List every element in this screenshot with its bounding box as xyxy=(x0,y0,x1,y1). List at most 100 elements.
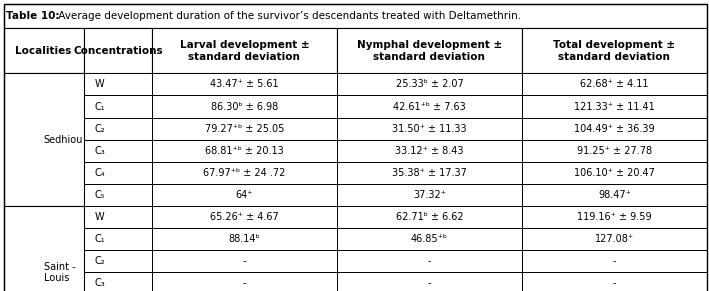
Text: 62.68⁺ ± 4.11: 62.68⁺ ± 4.11 xyxy=(580,79,649,89)
Text: 68.81⁺ᵇ ± 20.13: 68.81⁺ᵇ ± 20.13 xyxy=(205,146,284,156)
Text: C₃: C₃ xyxy=(94,146,105,156)
Bar xyxy=(84,118,152,140)
Bar xyxy=(522,140,707,162)
Text: C₁: C₁ xyxy=(94,234,105,244)
Text: C₃: C₃ xyxy=(94,278,105,288)
Text: 86.30ᵇ ± 6.98: 86.30ᵇ ± 6.98 xyxy=(211,102,278,111)
Text: -: - xyxy=(613,278,616,288)
Text: 88.14ᵇ: 88.14ᵇ xyxy=(228,234,260,244)
Bar xyxy=(522,95,707,118)
Bar xyxy=(522,206,707,228)
Bar xyxy=(152,250,337,272)
Bar xyxy=(337,272,522,291)
Text: Average development duration of the survivor’s descendants treated with Deltamet: Average development duration of the surv… xyxy=(55,11,520,21)
Text: 31.50⁺ ± 11.33: 31.50⁺ ± 11.33 xyxy=(392,124,467,134)
Text: W: W xyxy=(94,212,104,222)
Text: 46.85⁺ᵇ: 46.85⁺ᵇ xyxy=(411,234,448,244)
Bar xyxy=(152,228,337,250)
Bar xyxy=(4,95,84,118)
Bar xyxy=(522,228,707,250)
Bar xyxy=(4,206,84,291)
Bar xyxy=(4,272,84,291)
Bar xyxy=(522,118,707,140)
Text: Concentrations: Concentrations xyxy=(73,46,162,56)
Text: Sedhiou: Sedhiou xyxy=(44,135,83,145)
Text: -: - xyxy=(242,278,246,288)
Bar xyxy=(152,140,337,162)
Bar xyxy=(152,95,337,118)
Bar xyxy=(84,162,152,184)
Bar xyxy=(152,206,337,228)
Bar xyxy=(152,272,337,291)
Text: C₂: C₂ xyxy=(94,256,105,266)
Bar xyxy=(84,28,152,73)
Bar xyxy=(84,272,152,291)
Text: 79.27⁺ᵇ ± 25.05: 79.27⁺ᵇ ± 25.05 xyxy=(205,124,284,134)
Text: 64⁺: 64⁺ xyxy=(235,190,253,200)
Text: 119.16⁺ ± 9.59: 119.16⁺ ± 9.59 xyxy=(577,212,652,222)
Bar xyxy=(337,73,522,95)
Bar xyxy=(84,140,152,162)
Bar xyxy=(152,184,337,206)
Bar xyxy=(84,206,152,228)
Bar xyxy=(522,250,707,272)
Bar xyxy=(522,73,707,95)
Text: 33.12⁺ ± 8.43: 33.12⁺ ± 8.43 xyxy=(395,146,464,156)
Bar xyxy=(337,162,522,184)
Text: C₅: C₅ xyxy=(94,190,105,200)
Text: C₂: C₂ xyxy=(94,124,105,134)
Bar xyxy=(84,184,152,206)
Text: 43.47⁺ ± 5.61: 43.47⁺ ± 5.61 xyxy=(210,79,279,89)
Bar xyxy=(152,28,337,73)
Text: 106.10⁺ ± 20.47: 106.10⁺ ± 20.47 xyxy=(574,168,655,178)
Text: Larval development ±
standard deviation: Larval development ± standard deviation xyxy=(179,40,309,62)
Text: 62.71ᵇ ± 6.62: 62.71ᵇ ± 6.62 xyxy=(396,212,463,222)
Text: 37.32⁺: 37.32⁺ xyxy=(413,190,446,200)
Text: 121.33⁺ ± 11.41: 121.33⁺ ± 11.41 xyxy=(574,102,654,111)
Text: -: - xyxy=(428,256,431,266)
Text: Saint -
Louis: Saint - Louis xyxy=(44,262,75,283)
Text: 91.25⁺ ± 27.78: 91.25⁺ ± 27.78 xyxy=(577,146,652,156)
Bar xyxy=(337,250,522,272)
Bar xyxy=(337,140,522,162)
Text: 42.61⁺ᵇ ± 7.63: 42.61⁺ᵇ ± 7.63 xyxy=(393,102,466,111)
Text: 98.47⁺: 98.47⁺ xyxy=(598,190,631,200)
Bar xyxy=(4,73,84,95)
Bar xyxy=(4,206,84,228)
Bar xyxy=(337,118,522,140)
Bar xyxy=(4,4,707,28)
Text: -: - xyxy=(428,278,431,288)
Bar xyxy=(522,28,707,73)
Text: W: W xyxy=(94,79,104,89)
Bar xyxy=(337,95,522,118)
Text: 104.49⁺ ± 36.39: 104.49⁺ ± 36.39 xyxy=(574,124,654,134)
Bar xyxy=(522,162,707,184)
Bar xyxy=(84,250,152,272)
Text: 25.33ᵇ ± 2.07: 25.33ᵇ ± 2.07 xyxy=(396,79,463,89)
Text: 127.08⁺: 127.08⁺ xyxy=(595,234,634,244)
Text: C₄: C₄ xyxy=(94,168,105,178)
Text: Table 10:: Table 10: xyxy=(6,11,60,21)
Bar xyxy=(152,118,337,140)
Bar xyxy=(337,28,522,73)
Text: 65.26⁺ ± 4.67: 65.26⁺ ± 4.67 xyxy=(210,212,279,222)
Bar xyxy=(4,73,84,206)
Bar xyxy=(522,184,707,206)
Text: Total development ±
standard deviation: Total development ± standard deviation xyxy=(553,40,676,62)
Bar xyxy=(84,228,152,250)
Bar xyxy=(4,118,84,140)
Bar xyxy=(4,250,84,272)
Bar xyxy=(4,140,84,162)
Bar xyxy=(337,206,522,228)
Bar xyxy=(84,73,152,95)
Text: -: - xyxy=(242,256,246,266)
Text: 35.38⁺ ± 17.37: 35.38⁺ ± 17.37 xyxy=(392,168,467,178)
Bar xyxy=(522,272,707,291)
Bar xyxy=(337,184,522,206)
Bar xyxy=(337,228,522,250)
Bar xyxy=(4,162,84,184)
Bar xyxy=(4,228,84,250)
Bar xyxy=(152,73,337,95)
Text: 67.97⁺ᵇ ± 24 .72: 67.97⁺ᵇ ± 24 .72 xyxy=(203,168,286,178)
Text: -: - xyxy=(613,256,616,266)
